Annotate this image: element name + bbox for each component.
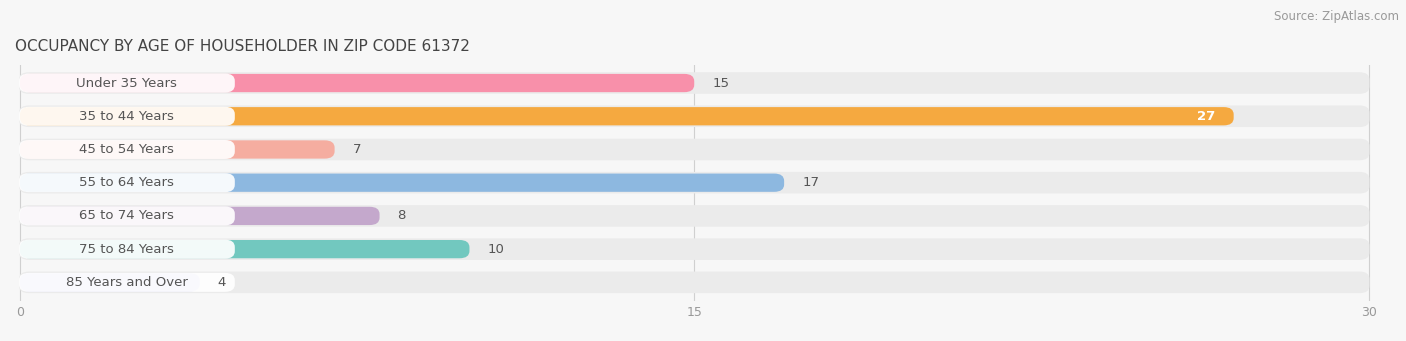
Text: 45 to 54 Years: 45 to 54 Years <box>80 143 174 156</box>
FancyBboxPatch shape <box>20 139 1369 160</box>
FancyBboxPatch shape <box>20 107 1233 125</box>
FancyBboxPatch shape <box>20 172 1369 193</box>
FancyBboxPatch shape <box>20 74 235 92</box>
Text: 10: 10 <box>488 243 505 256</box>
FancyBboxPatch shape <box>20 240 470 258</box>
FancyBboxPatch shape <box>20 107 235 126</box>
FancyBboxPatch shape <box>20 174 785 192</box>
FancyBboxPatch shape <box>20 273 200 292</box>
Text: Source: ZipAtlas.com: Source: ZipAtlas.com <box>1274 10 1399 23</box>
Text: OCCUPANCY BY AGE OF HOUSEHOLDER IN ZIP CODE 61372: OCCUPANCY BY AGE OF HOUSEHOLDER IN ZIP C… <box>15 39 471 54</box>
Text: 55 to 64 Years: 55 to 64 Years <box>80 176 174 189</box>
Text: 75 to 84 Years: 75 to 84 Years <box>80 243 174 256</box>
Text: 8: 8 <box>398 209 406 222</box>
Text: 35 to 44 Years: 35 to 44 Years <box>80 110 174 123</box>
FancyBboxPatch shape <box>20 74 695 92</box>
FancyBboxPatch shape <box>20 105 1369 127</box>
FancyBboxPatch shape <box>20 140 335 159</box>
Text: 7: 7 <box>353 143 361 156</box>
Text: Under 35 Years: Under 35 Years <box>76 76 177 90</box>
Text: 17: 17 <box>801 176 820 189</box>
FancyBboxPatch shape <box>20 206 235 225</box>
Text: 4: 4 <box>218 276 226 289</box>
Text: 65 to 74 Years: 65 to 74 Years <box>80 209 174 222</box>
FancyBboxPatch shape <box>20 238 1369 260</box>
Text: 27: 27 <box>1198 110 1216 123</box>
FancyBboxPatch shape <box>20 173 235 192</box>
FancyBboxPatch shape <box>20 207 380 225</box>
Text: 15: 15 <box>713 76 730 90</box>
Text: 85 Years and Over: 85 Years and Over <box>66 276 188 289</box>
FancyBboxPatch shape <box>20 205 1369 227</box>
FancyBboxPatch shape <box>20 240 235 258</box>
FancyBboxPatch shape <box>20 140 235 159</box>
FancyBboxPatch shape <box>20 273 235 292</box>
FancyBboxPatch shape <box>20 72 1369 94</box>
FancyBboxPatch shape <box>20 271 1369 293</box>
